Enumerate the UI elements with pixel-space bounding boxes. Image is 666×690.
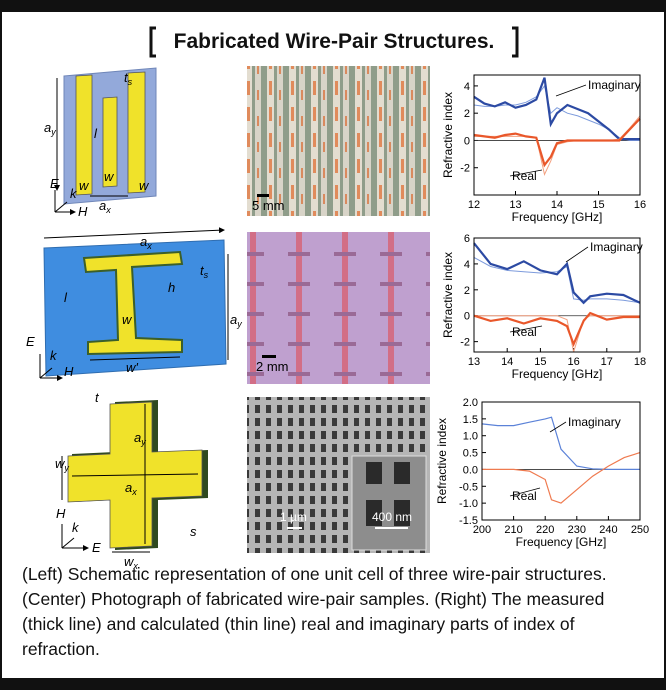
annotation: Imaginary: [590, 240, 643, 254]
annotation: Imaginary: [568, 415, 621, 429]
y-tick-label: 0: [464, 311, 470, 323]
schematic-label: w: [139, 178, 150, 193]
axis-label: E: [50, 176, 59, 191]
annotation: Imaginary: [588, 78, 641, 92]
data-line: [474, 257, 640, 302]
schematic-label: t: [95, 390, 100, 405]
title: Fabricated Wire-Pair Structures.: [174, 30, 495, 53]
y-tick-label: 2.0: [463, 397, 478, 409]
y-tick-label: 6: [464, 233, 470, 245]
schematic-label: ay: [44, 120, 56, 137]
y-tick-label: 0: [464, 135, 470, 147]
photo-inset: [352, 456, 426, 550]
annotation-pointer: [550, 422, 566, 432]
axis-label: H: [64, 364, 74, 379]
data-line: [474, 313, 640, 344]
x-axis-label: Frequency [GHz]: [512, 210, 603, 224]
annotation-pointer: [566, 247, 588, 262]
y-tick-label: 1.5: [463, 414, 478, 426]
y-axis-label: Refractive index: [441, 252, 455, 338]
figure: Fabricated Wire-Pair Structures. ts ay l…: [0, 0, 666, 690]
schematic-2: [40, 230, 228, 378]
y-tick-label: 2: [464, 285, 470, 297]
schematic-label: w: [104, 169, 115, 184]
schematic-label: w': [126, 360, 138, 375]
scale-bar-label: 400 nm: [372, 510, 412, 524]
annotation: Real: [512, 169, 537, 183]
y-tick-label: -0.5: [459, 481, 478, 493]
x-tick-label: 17: [601, 356, 613, 368]
y-tick-label: 4: [464, 259, 470, 271]
x-axis-label: Frequency [GHz]: [516, 535, 607, 549]
photo: [247, 66, 430, 216]
x-axis-label: Frequency [GHz]: [512, 367, 603, 381]
x-tick-label: 250: [631, 524, 649, 536]
x-tick-label: 12: [468, 199, 480, 211]
schematic-3: [62, 400, 208, 552]
y-tick-label: -1.0: [459, 498, 478, 510]
axis-label: k: [72, 520, 80, 535]
top-bar: [0, 0, 666, 12]
schematic-label: w: [79, 178, 90, 193]
schematic-label: w: [122, 312, 133, 327]
bottom-bar: [0, 678, 666, 690]
x-tick-label: 18: [634, 356, 646, 368]
scale-bar-label: 1 µm: [280, 510, 307, 524]
schematic-label: ax: [140, 234, 152, 251]
scale-bar-label: 5 mm: [252, 198, 285, 213]
annotation: Real: [512, 325, 537, 339]
axis-label: H: [78, 204, 88, 219]
y-tick-label: 0.5: [463, 448, 478, 460]
y-tick-label: -2: [460, 337, 470, 349]
schematic-label: wy: [55, 456, 69, 473]
axis-label: E: [92, 540, 101, 555]
x-tick-label: 16: [634, 199, 646, 211]
y-tick-label: 1.0: [463, 431, 478, 443]
y-tick-label: 2: [464, 108, 470, 120]
axis-label: E: [26, 334, 35, 349]
axis-label: H: [56, 506, 66, 521]
y-tick-label: 4: [464, 81, 470, 93]
scale-bar: [257, 194, 269, 197]
schematic-label: ay: [230, 312, 242, 329]
data-line: [474, 119, 640, 165]
scale-bar-label: 2 mm: [256, 359, 289, 374]
annotation-pointer: [556, 85, 586, 96]
y-tick-label: 0.0: [463, 464, 478, 476]
y-tick-label: -2: [460, 163, 470, 175]
caption: (Left) Schematic representation of one u…: [22, 562, 647, 662]
annotation: Real: [512, 489, 537, 503]
scale-bar: [262, 355, 276, 358]
schematic-label: s: [190, 524, 197, 539]
schematic-label: h: [168, 280, 175, 295]
x-tick-label: 13: [468, 356, 480, 368]
y-axis-label: Refractive index: [435, 418, 449, 504]
y-tick-label: -1.5: [459, 515, 478, 527]
data-line: [482, 453, 640, 504]
y-axis-label: Refractive index: [441, 92, 455, 178]
